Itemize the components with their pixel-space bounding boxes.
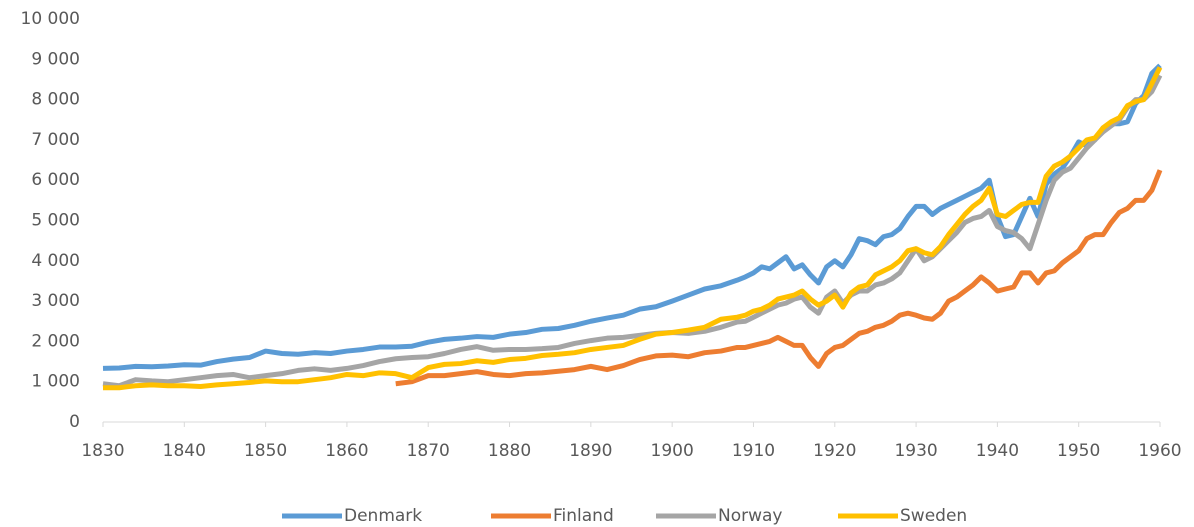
y-tick-label: 10 000 <box>21 9 80 29</box>
y-tick-label: 8 000 <box>31 90 80 110</box>
series-line <box>102 63 1162 371</box>
y-tick-label: 9 000 <box>31 49 80 69</box>
x-tick-label: 1860 <box>325 441 368 461</box>
x-tick-label: 1910 <box>732 441 775 461</box>
y-tick-label: 0 <box>69 412 80 432</box>
y-tick-label: 2 000 <box>31 331 80 351</box>
y-tick-label: 6 000 <box>31 170 80 190</box>
y-tick-label: 5 000 <box>31 211 80 231</box>
legend-label: Denmark <box>344 506 422 526</box>
series-line <box>102 74 1163 389</box>
series-line <box>103 66 1163 391</box>
x-tick-label: 1930 <box>894 441 937 461</box>
legend-label: Sweden <box>900 506 967 526</box>
x-tick-label: 1900 <box>651 441 694 461</box>
y-tick-label: 1 000 <box>31 372 80 392</box>
x-tick-label: 1950 <box>1057 441 1100 461</box>
series-line <box>395 169 1163 387</box>
x-tick-label: 1830 <box>81 441 124 461</box>
x-tick-label: 1840 <box>163 441 206 461</box>
y-tick-label: 7 000 <box>31 130 80 150</box>
x-tick-label: 1890 <box>569 441 612 461</box>
x-tick-label: 1850 <box>244 441 287 461</box>
y-tick-label: 3 000 <box>31 291 80 311</box>
y-tick-label: 4 000 <box>31 251 80 271</box>
legend-label: Norway <box>718 506 783 526</box>
x-tick-label: 1940 <box>976 441 1019 461</box>
x-tick-label: 1870 <box>407 441 450 461</box>
x-tick-label: 1880 <box>488 441 531 461</box>
legend-label: Finland <box>553 506 614 526</box>
x-tick-label: 1960 <box>1138 441 1181 461</box>
x-tick-label: 1920 <box>813 441 856 461</box>
